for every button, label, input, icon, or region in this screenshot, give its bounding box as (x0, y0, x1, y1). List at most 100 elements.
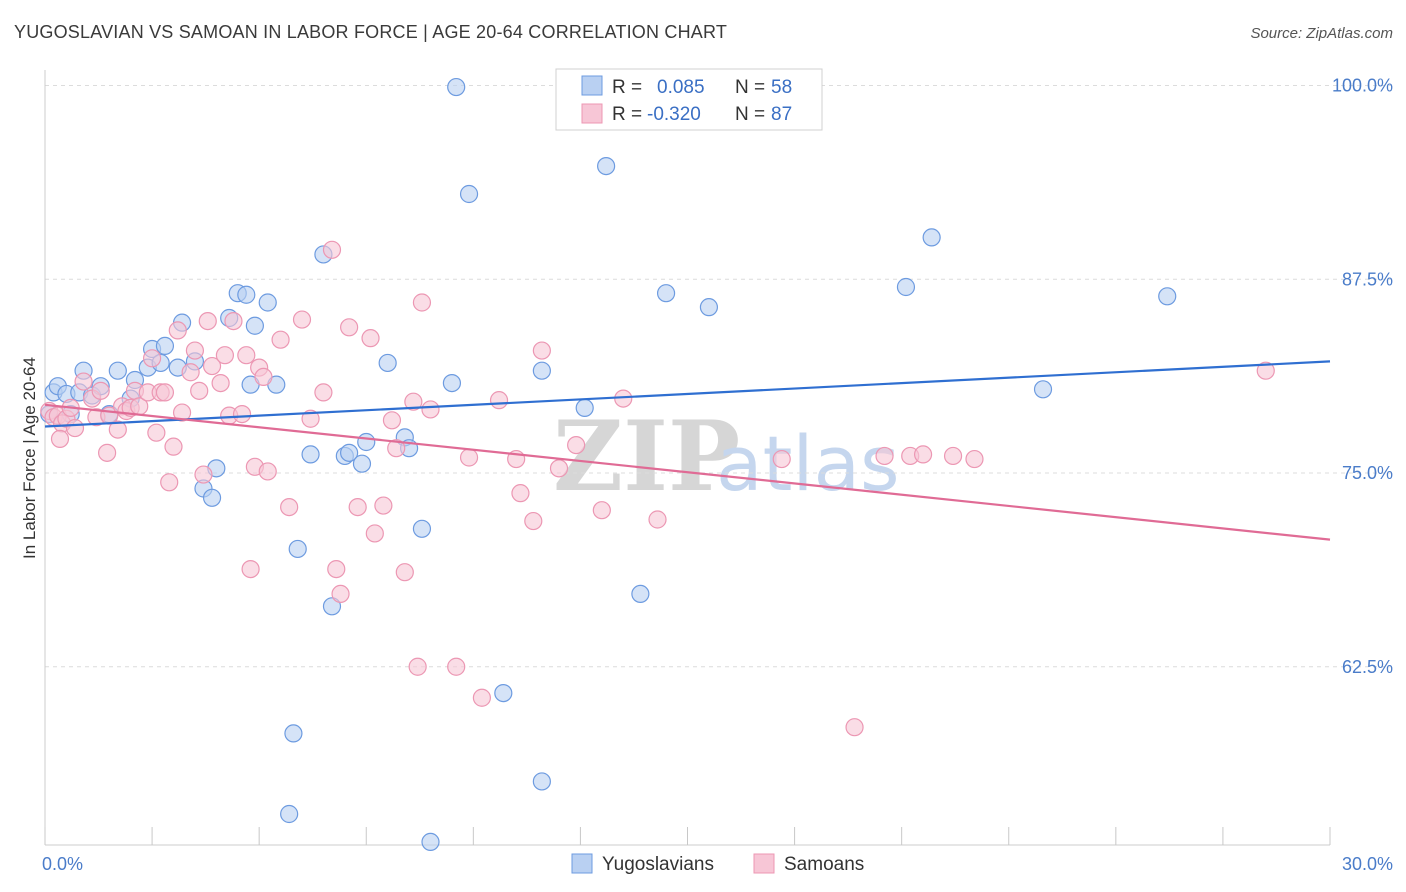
samoan-point-65 (472, 688, 491, 707)
yugoslavian-trend-line (44, 360, 1331, 428)
y-tick-labels: 62.5% 75.0% 87.5% 100.0% (1332, 76, 1393, 677)
legend-swatch-pink (581, 103, 603, 124)
yugoslavian-point-43 (412, 519, 432, 538)
samoan-point-77 (845, 718, 864, 737)
yugoslavian-point-35 (322, 597, 342, 616)
watermark-zip: ZIP (553, 400, 740, 513)
samoan-point-60 (408, 657, 427, 676)
samoan-point-52 (340, 318, 359, 337)
samoan-point-64 (459, 448, 479, 467)
yugoslavian-point-38 (352, 454, 372, 473)
samoan-point-7 (74, 372, 93, 391)
watermark-atlas: atlas (716, 419, 900, 508)
samoan-point-78 (875, 446, 894, 466)
samoan-point-69 (524, 511, 543, 531)
yugoslavian-point-10 (108, 361, 127, 380)
samoan-point-54 (361, 329, 380, 348)
chart-title: YUGOSLAVIAN VS SAMOAN IN LABOR FORCE | A… (14, 22, 727, 42)
yugoslavian-point-30 (280, 804, 299, 824)
yugoslavian-point-16 (155, 336, 175, 355)
yugoslavian-point-47 (459, 184, 479, 204)
yugoslavian-point-57 (922, 228, 941, 247)
samoan-point-42 (254, 367, 273, 386)
samoan-point-46 (292, 310, 312, 329)
yugoslavian-point-39 (357, 432, 376, 452)
samoan-point-32 (202, 356, 222, 376)
legend-n-value-2: 87 (771, 104, 792, 125)
samoan-point-24 (164, 437, 183, 456)
samoan-trend-line (44, 403, 1331, 541)
samoan-point-39 (241, 559, 260, 579)
samoan-point-45 (280, 498, 299, 517)
samoan-point-34 (215, 346, 234, 365)
legend-n-value-1: 58 (771, 77, 792, 98)
yugoslavian-point-27 (245, 316, 264, 335)
bottom-legend-swatch-yugoslavians (571, 853, 593, 874)
yugoslavian-point-33 (301, 445, 320, 464)
legend-swatch-blue (581, 75, 603, 96)
samoan-point-27 (181, 363, 200, 382)
samoan-point-37 (232, 405, 252, 424)
samoan-point-25 (168, 321, 187, 340)
samoan-point-59 (395, 563, 414, 582)
samoan-point-26 (172, 403, 192, 422)
samoan-point-58 (387, 439, 406, 458)
samoan-point-82 (965, 449, 984, 469)
samoan-point-53 (348, 498, 367, 517)
samoan-point-56 (374, 496, 393, 515)
samoan-point-83 (1256, 361, 1275, 380)
samoan-point-47 (301, 409, 320, 428)
samoan-point-73 (592, 501, 611, 520)
samoan-point-44 (271, 330, 290, 349)
legend-r-value-1: 0.085 (657, 77, 705, 98)
yugoslavian-point-51 (575, 398, 594, 417)
samoan-point-33 (211, 374, 230, 393)
yugoslavian-point-31 (284, 724, 303, 743)
samoan-point-63 (447, 657, 466, 676)
y-tick-label-2: 87.5% (1342, 269, 1393, 289)
yugoslavian-point-58 (1033, 380, 1053, 399)
samoan-point-80 (913, 445, 933, 464)
gridlines (45, 85, 1392, 668)
yugoslavian-point-37 (340, 443, 359, 462)
watermark: ZIP atlas (553, 400, 900, 513)
samoan-point-29 (190, 381, 209, 400)
samoan-point-66 (489, 391, 509, 410)
samoan-point-50 (327, 559, 346, 579)
samoan-point-57 (382, 411, 402, 430)
samoan-point-68 (511, 484, 530, 503)
series-legend: Yugoslavians Samoans (571, 853, 864, 875)
series-yugoslavians-points (40, 77, 1177, 852)
bottom-legend-label-samoans: Samoans (784, 854, 864, 875)
yugoslavian-point-50 (532, 361, 551, 380)
bottom-legend-label-yugoslavians: Yugoslavians (602, 854, 714, 875)
yugoslavian-point-40 (378, 353, 397, 373)
samoan-point-10 (91, 381, 110, 400)
legend-r-value-2: -0.320 (647, 104, 701, 125)
bottom-legend-swatch-samoans (753, 853, 775, 874)
y-tick-label-0: 62.5% (1342, 657, 1393, 677)
legend-r-label-2: R = (612, 104, 642, 125)
yugoslavian-point-28 (258, 293, 277, 312)
samoan-point-43 (258, 462, 277, 481)
x-tick-label-1: 30.0% (1342, 854, 1393, 874)
samoan-point-75 (648, 510, 667, 529)
samoan-point-38 (237, 346, 256, 365)
legend-r-label-1: R = (612, 77, 642, 98)
samoan-point-36 (224, 312, 243, 331)
yugoslavian-point-56 (896, 277, 916, 297)
y-tick-label-3: 100.0% (1332, 76, 1393, 96)
samoan-point-72 (567, 436, 586, 455)
samoan-point-70 (532, 341, 551, 360)
samoan-point-12 (108, 420, 127, 439)
legend-n-label-2: N = (735, 104, 765, 125)
legend-n-label-1: N = (735, 77, 765, 98)
samoan-point-84 (50, 429, 70, 448)
samoan-point-55 (365, 524, 384, 543)
samoan-point-49 (322, 240, 342, 259)
samoan-point-28 (185, 341, 205, 360)
yugoslavian-point-49 (532, 772, 551, 791)
x-tick-labels: 0.0% 30.0% (42, 854, 1393, 874)
yugoslavian-point-54 (656, 284, 676, 303)
